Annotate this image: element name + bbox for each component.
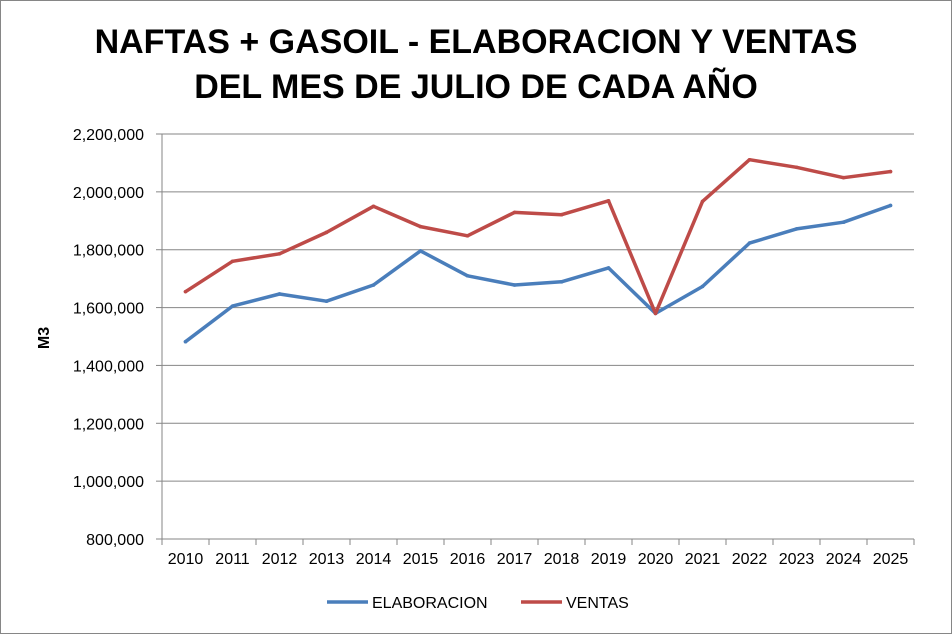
data-point <box>230 304 235 308</box>
x-tick-label: 2011 <box>215 551 250 568</box>
data-point <box>700 199 705 204</box>
legend-label: ELABORACION <box>372 595 488 612</box>
data-point <box>606 199 611 203</box>
y-tick-label: 1,400,000 <box>73 358 144 375</box>
x-tick-label: 2016 <box>450 551 486 568</box>
data-point <box>465 273 470 278</box>
data-point <box>794 227 799 231</box>
x-tick-label: 2024 <box>826 551 862 568</box>
data-point <box>747 157 752 162</box>
data-point <box>465 234 470 238</box>
y-tick-label: 800,000 <box>86 532 144 549</box>
data-point <box>888 203 893 208</box>
chart-title-line-1: NAFTAS + GASOIL - ELABORACION Y VENTAS <box>94 23 858 61</box>
series-line-ventas <box>183 157 893 316</box>
x-tick-label: 2015 <box>403 551 439 568</box>
data-point <box>888 169 893 174</box>
x-tick-label: 2010 <box>168 551 204 568</box>
data-point <box>794 165 799 170</box>
x-tick-label: 2013 <box>309 551 345 568</box>
legend-label: VENTAS <box>566 595 629 612</box>
x-tick-label: 2017 <box>497 551 533 568</box>
data-point <box>841 175 846 180</box>
data-point <box>418 249 423 253</box>
data-point <box>371 204 376 209</box>
data-point <box>700 284 705 289</box>
chart-title-line-2: DEL MES DE JULIO DE CADA AÑO <box>194 68 758 106</box>
x-tick-label: 2023 <box>779 551 815 568</box>
x-tick-label: 2022 <box>732 551 768 568</box>
data-point <box>183 339 188 344</box>
data-point <box>183 289 188 294</box>
data-point <box>371 283 376 287</box>
data-point <box>277 251 282 256</box>
x-tick-label: 2014 <box>356 551 392 568</box>
y-tick-label: 1,800,000 <box>73 243 144 260</box>
data-point <box>606 266 611 270</box>
chart-title: NAFTAS + GASOIL - ELABORACION Y VENTAS D… <box>0 20 952 110</box>
y-tick-label: 2,000,000 <box>73 185 144 202</box>
data-point <box>559 212 564 217</box>
data-point <box>512 210 517 215</box>
series-lines <box>183 157 893 344</box>
x-axis-ticks: 2010 2011 2012 2013 2014 2015 2016 2017 2018 2019… <box>161 539 915 568</box>
data-point <box>747 241 752 245</box>
data-point <box>653 311 658 316</box>
y-tick-label: 1,000,000 <box>73 474 144 491</box>
gridlines <box>161 133 914 540</box>
legend: ELABORACION VENTAS <box>327 595 629 612</box>
series-line-elaboracion <box>183 203 893 344</box>
x-tick-label: 2019 <box>591 551 627 568</box>
x-tick-label: 2020 <box>638 551 674 568</box>
x-tick-label: 2018 <box>544 551 580 568</box>
y-tick-label: 2,200,000 <box>73 127 144 144</box>
x-tick-label: 2012 <box>262 551 298 568</box>
y-axis-label: M3 <box>36 327 53 349</box>
data-point <box>512 283 517 287</box>
data-point <box>418 224 423 229</box>
x-tick-label: 2021 <box>685 551 721 568</box>
x-tick-label: 2025 <box>873 551 909 568</box>
data-point <box>277 292 282 296</box>
y-tick-label: 1,200,000 <box>73 416 144 433</box>
y-tick-label: 1,600,000 <box>73 301 144 318</box>
data-point <box>324 230 329 235</box>
data-point <box>324 299 329 304</box>
y-axis-ticks: 800,000 1,000,000 1,200,000 1,400,000 1,600,… <box>73 127 162 549</box>
data-point <box>559 280 564 284</box>
data-point <box>841 220 846 225</box>
data-point <box>230 259 235 264</box>
